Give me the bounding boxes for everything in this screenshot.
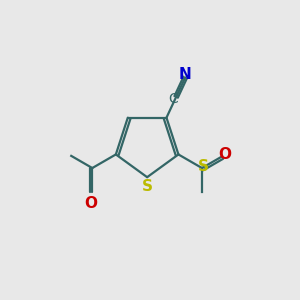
Text: C: C (168, 92, 178, 106)
Text: S: S (142, 178, 153, 194)
Text: N: N (179, 67, 192, 82)
Text: S: S (198, 158, 209, 173)
Text: O: O (218, 147, 231, 162)
Text: O: O (84, 196, 98, 211)
